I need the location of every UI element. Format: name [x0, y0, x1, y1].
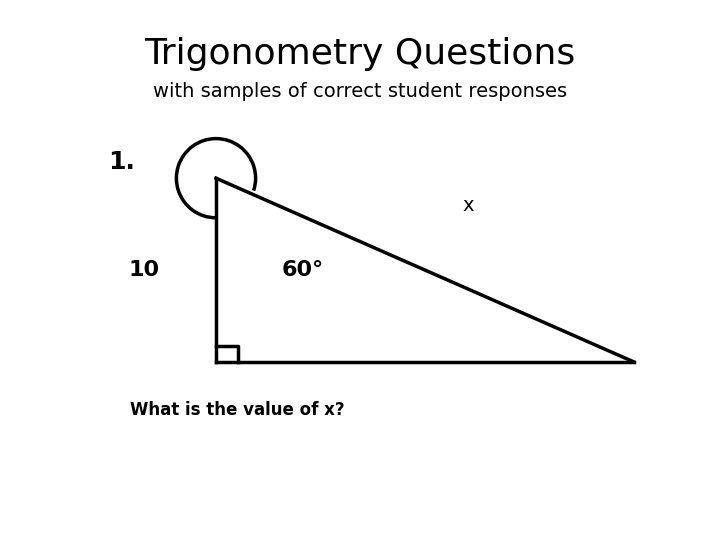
Text: 10: 10	[128, 260, 160, 280]
Text: 1.: 1.	[108, 150, 135, 174]
Text: Trigonometry Questions: Trigonometry Questions	[145, 37, 575, 71]
Text: 60°: 60°	[282, 260, 323, 280]
Text: with samples of correct student responses: with samples of correct student response…	[153, 82, 567, 102]
Text: What is the value of x?: What is the value of x?	[130, 401, 344, 420]
Text: x: x	[462, 195, 474, 215]
